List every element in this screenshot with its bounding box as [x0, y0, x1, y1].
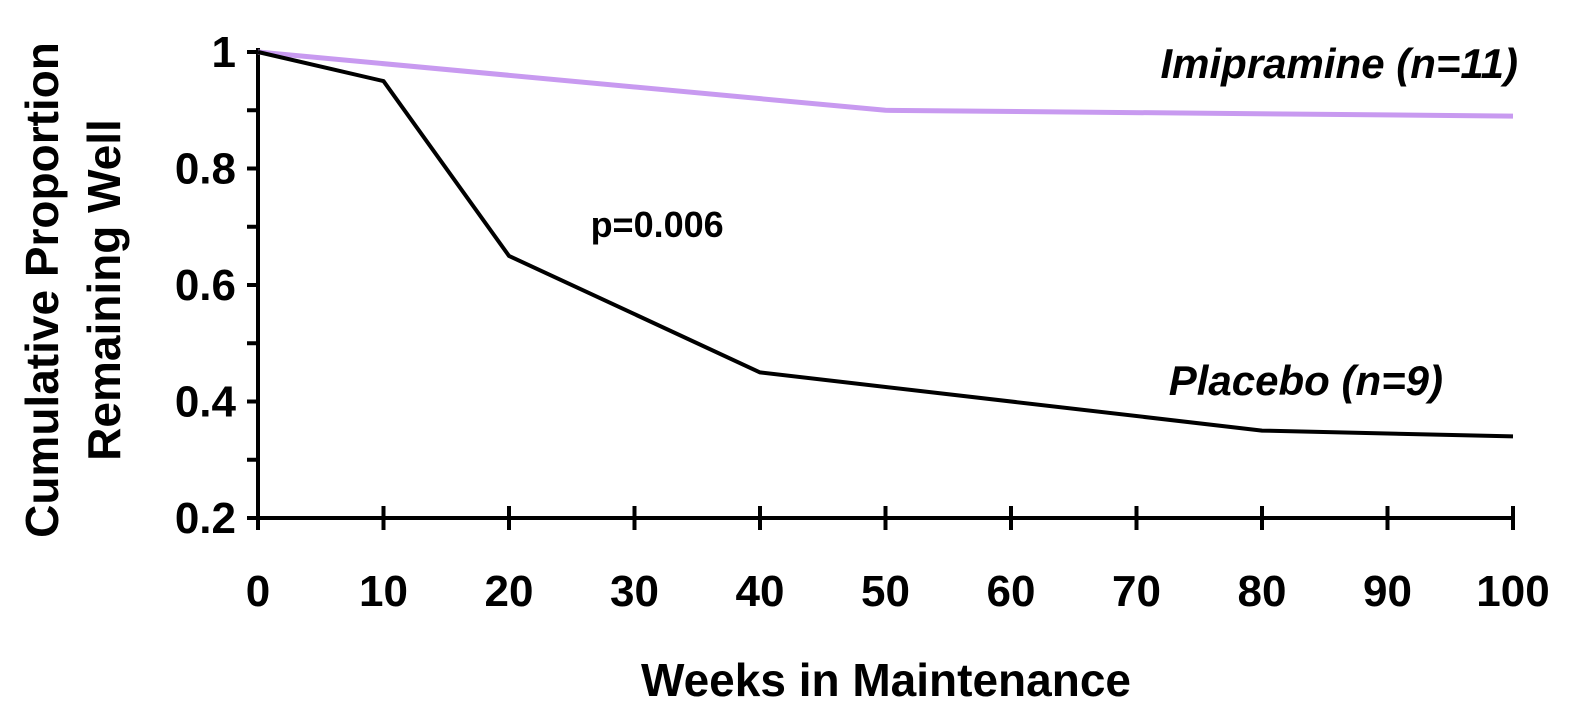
x-tick-label: 10	[359, 567, 408, 616]
y-tick-label: 0.8	[175, 145, 236, 194]
y-tick-label: 0.6	[175, 261, 236, 310]
imipramine-label: Imipramine (n=11)	[1161, 40, 1519, 87]
y-tick-label: 0.2	[175, 494, 236, 543]
x-tick-label: 100	[1476, 567, 1549, 616]
y-axis-title-line: Cumulative Proportion	[16, 42, 68, 538]
x-tick-label: 40	[736, 567, 785, 616]
placebo-label: Placebo (n=9)	[1169, 357, 1443, 404]
labels-layer: 0.20.40.60.810 10 20 30 40 50 60 70 80 90 100Weeks…	[16, 28, 1550, 706]
x-tick-label: 80	[1238, 567, 1287, 616]
x-tick-label: 70	[1112, 567, 1161, 616]
y-axis-title: Cumulative Proportion Remaining Well	[16, 42, 130, 538]
placebo-line	[257, 50, 1514, 439]
p-value-annotation: p=0.006	[591, 204, 724, 245]
y-tick-label: 0.4	[175, 378, 237, 427]
x-tick-label: 0	[246, 567, 270, 616]
x-tick-label: 30	[610, 567, 659, 616]
y-axis-title-line: Remaining Well	[78, 119, 130, 461]
x-tick-label: 50	[861, 567, 910, 616]
x-tick-label: 90	[1363, 567, 1412, 616]
x-tick-label: 60	[987, 567, 1036, 616]
series-layer	[257, 49, 1514, 439]
x-axis-title: Weeks in Maintenance	[641, 654, 1131, 706]
axes	[247, 48, 1515, 530]
x-tick-label: 20	[485, 567, 534, 616]
y-tick-label: 1	[212, 28, 236, 77]
